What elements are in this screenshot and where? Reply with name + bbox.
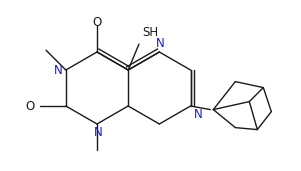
Text: N: N xyxy=(94,126,102,139)
Text: N: N xyxy=(194,108,202,121)
Text: N: N xyxy=(54,63,63,76)
Text: SH: SH xyxy=(142,26,158,39)
Text: O: O xyxy=(26,100,35,113)
Text: O: O xyxy=(92,16,102,29)
Text: N: N xyxy=(156,37,165,50)
